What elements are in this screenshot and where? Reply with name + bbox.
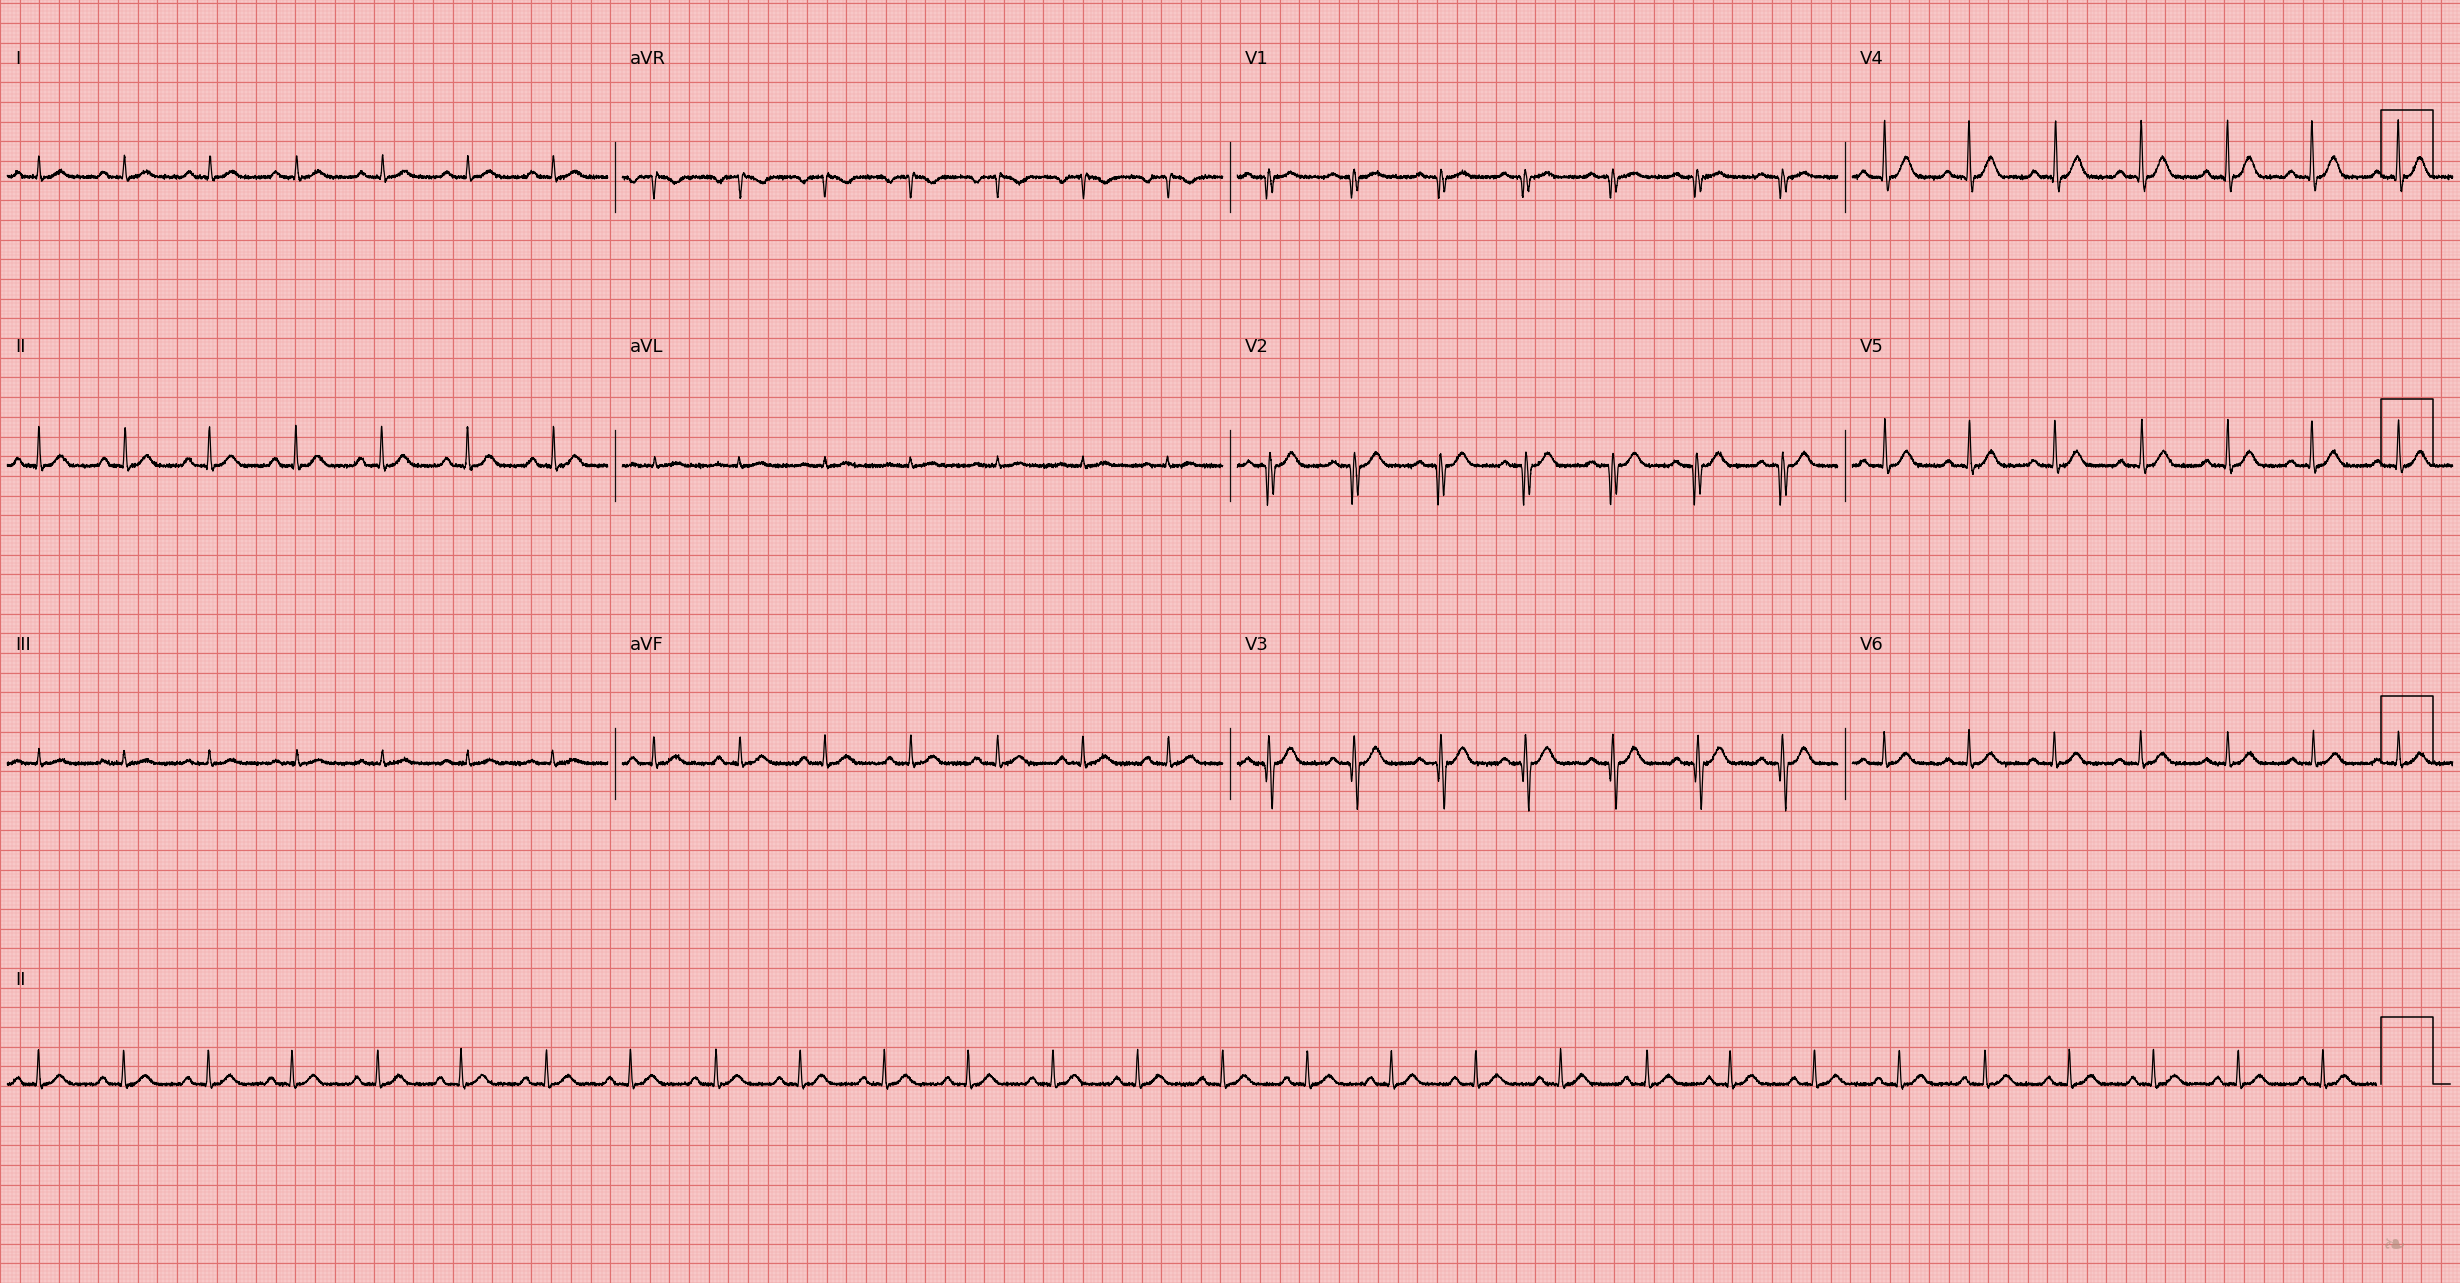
Text: aVL: aVL — [630, 339, 664, 357]
Text: V2: V2 — [1245, 339, 1269, 357]
Text: II: II — [15, 971, 25, 989]
Text: aVF: aVF — [630, 636, 664, 654]
Text: V3: V3 — [1245, 636, 1269, 654]
Text: V6: V6 — [1860, 636, 1884, 654]
Text: ❧: ❧ — [2384, 1232, 2406, 1260]
Text: V4: V4 — [1860, 50, 1884, 68]
Text: V5: V5 — [1860, 339, 1884, 357]
Text: I: I — [15, 50, 20, 68]
Text: aVR: aVR — [630, 50, 667, 68]
Text: II: II — [15, 339, 25, 357]
Text: III: III — [15, 636, 30, 654]
Text: V1: V1 — [1245, 50, 1269, 68]
